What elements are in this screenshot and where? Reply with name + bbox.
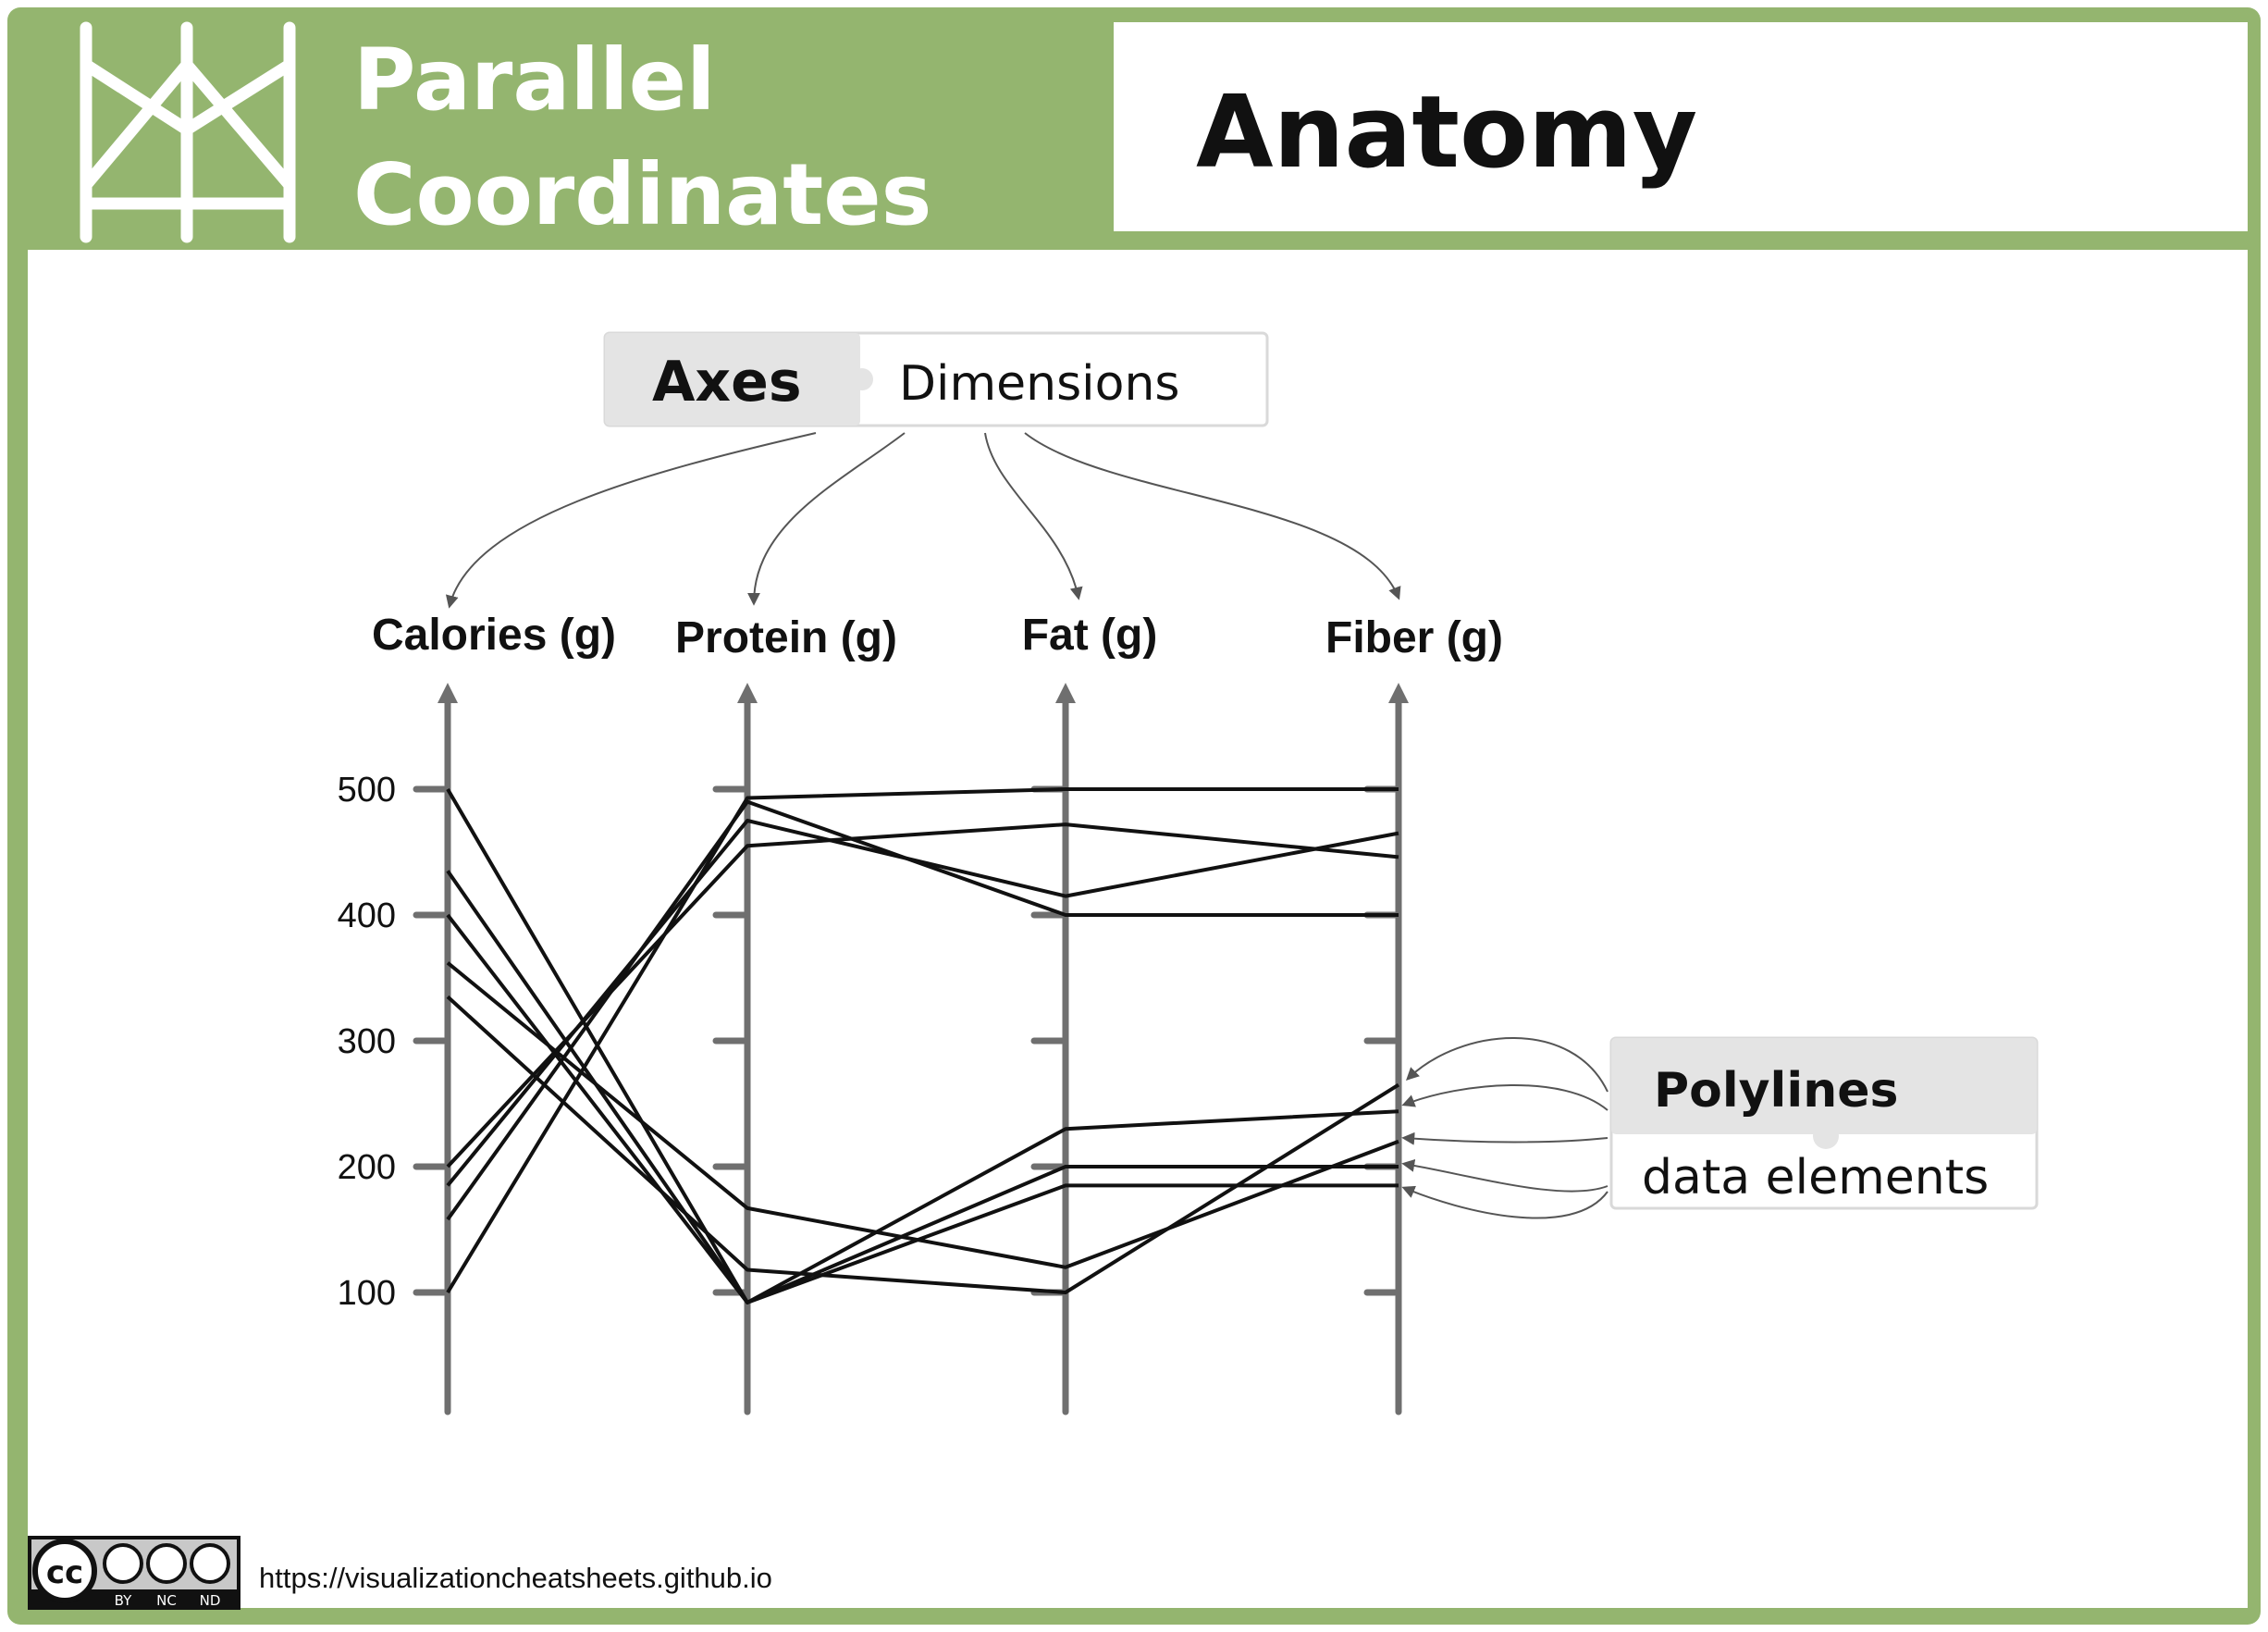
arrow-to-protein <box>747 432 906 606</box>
noncommercial-icon <box>146 1543 187 1584</box>
polyline-layer <box>446 787 1400 1304</box>
axis-arrowhead <box>737 683 758 703</box>
axes-definition: Dimensions <box>899 356 1180 412</box>
polylines-term: Polylines <box>1654 1063 1898 1119</box>
content-panel <box>28 250 2248 1608</box>
license-label-nd: ND <box>200 1592 221 1609</box>
noderivatives-icon <box>190 1543 230 1584</box>
axis-title-protein: Protein (g) <box>675 613 897 662</box>
axis-arrowhead <box>1055 683 1076 703</box>
axis-arrowhead <box>438 683 458 703</box>
axis-title-fat: Fat (g) <box>1022 611 1158 660</box>
tick-label-layer: 100 200 300 400 500 <box>338 771 396 1313</box>
polylines-annotation: Polylines data elements <box>1609 1036 2039 1210</box>
tick-label: 400 <box>338 896 396 935</box>
header-title-line2: Coordinates <box>353 145 931 244</box>
tick-label: 100 <box>338 1274 396 1313</box>
polyline-arrow-5 <box>1401 1185 1609 1219</box>
license-label-by: BY <box>115 1592 132 1609</box>
attribution-icon <box>103 1543 143 1584</box>
license-label-nc: NC <box>156 1592 177 1609</box>
polyline-arrow-2 <box>1401 1084 1609 1111</box>
arrow-to-fiber <box>1024 432 1401 600</box>
axes-term-notch <box>851 368 873 390</box>
tick-label: 300 <box>338 1022 396 1061</box>
data-polyline <box>446 787 1399 1294</box>
page-subtitle: Anatomy <box>1196 75 1697 191</box>
axis-title-calories: Calories (g) <box>372 611 616 660</box>
polylines-definition: data elements <box>1642 1150 1989 1205</box>
polylines-term-fill <box>1611 1038 2037 1134</box>
axis-title-fiber: Fiber (g) <box>1325 613 1503 662</box>
data-polyline <box>446 799 1399 1221</box>
data-polyline <box>446 822 1399 1168</box>
parallel-coordinates-logo-icon <box>80 21 296 243</box>
arrow-to-fat <box>984 432 1083 600</box>
data-polyline <box>446 995 1400 1294</box>
axes-term: Axes <box>652 350 802 414</box>
header-title-line1: Parallel <box>353 31 716 130</box>
data-polyline <box>446 913 1399 1304</box>
cc-icon <box>32 1539 97 1603</box>
polyline-arrow-1 <box>1405 1037 1609 1093</box>
tick-label: 500 <box>338 771 396 810</box>
cc-license-badge: cc BY NC ND <box>28 1536 240 1610</box>
subtitle-panel <box>1114 22 2248 231</box>
arrow-to-calories <box>445 432 817 609</box>
cc-icon-glyph: cc <box>46 1554 83 1591</box>
tick-label: 200 <box>338 1148 396 1187</box>
axes-term-fill <box>605 333 860 426</box>
axes-annotation: Axes Dimensions <box>603 331 1269 427</box>
footer-url-link[interactable]: https://visualizationcheatsheets.github.… <box>259 1562 772 1594</box>
data-polyline <box>446 961 1399 1269</box>
axis-arrowhead <box>1388 683 1409 703</box>
polylines-term-notch <box>1813 1123 1839 1149</box>
polyline-arrow-3 <box>1401 1131 1609 1145</box>
polyline-arrow-4 <box>1401 1158 1609 1193</box>
polylines-connector-arrows <box>1401 1037 1609 1219</box>
axes-connector-arrows <box>445 432 1401 609</box>
